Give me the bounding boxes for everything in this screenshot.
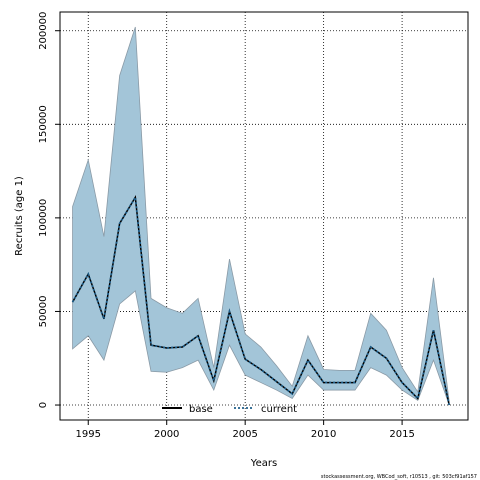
- series-lines: [71, 194, 451, 406]
- y-tick-label: 0: [38, 402, 49, 408]
- x-tick-label: 2005: [232, 429, 257, 440]
- confidence-band: [72, 26, 450, 406]
- y-tick-label: 150000: [38, 105, 49, 143]
- x-tick-label: 1995: [76, 429, 101, 440]
- legend-label-current: current: [261, 404, 297, 415]
- legend-label-base: base: [189, 404, 213, 415]
- x-tick-label: 2010: [311, 429, 336, 440]
- series-line-current: [71, 194, 451, 406]
- footer-credit: stockassessment.org, WBCod_soft, r10513 …: [321, 474, 477, 480]
- x-tick-label: 2000: [154, 429, 179, 440]
- y-axis: 0 50000 100000 150000 200000: [38, 12, 60, 408]
- x-axis-title: Years: [250, 458, 277, 469]
- plot-frame: [59, 11, 469, 421]
- y-tick-label: 50000: [38, 296, 49, 328]
- y-tick-label: 100000: [38, 199, 49, 237]
- legend: base current: [162, 404, 297, 415]
- x-axis: 1995 2000 2005 2010 2015: [76, 420, 415, 440]
- y-axis-title: Recruits (age 1): [14, 176, 25, 256]
- y-tick-label: 200000: [38, 12, 49, 50]
- x-tick-label: 2015: [389, 429, 414, 440]
